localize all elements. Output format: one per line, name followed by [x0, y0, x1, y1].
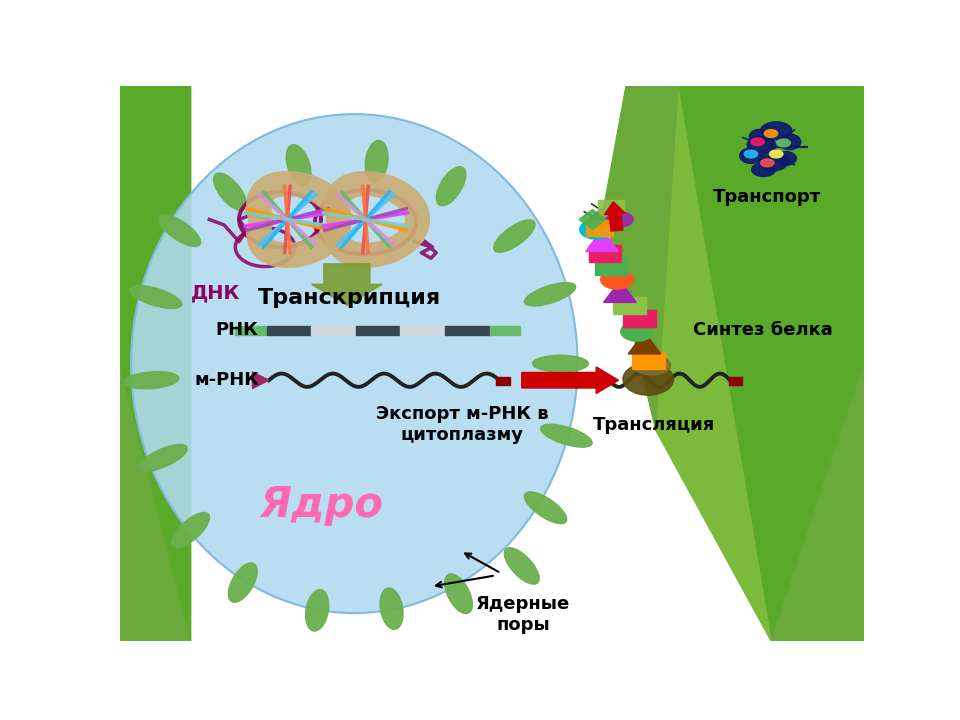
Ellipse shape — [751, 138, 764, 145]
Polygon shape — [120, 364, 191, 641]
Ellipse shape — [540, 424, 592, 447]
Text: м-РНК: м-РНК — [194, 372, 259, 390]
Bar — [445, 326, 490, 335]
Ellipse shape — [305, 590, 328, 631]
Ellipse shape — [770, 150, 783, 158]
Ellipse shape — [444, 574, 472, 613]
Ellipse shape — [132, 114, 578, 613]
Ellipse shape — [764, 130, 778, 138]
Ellipse shape — [139, 444, 187, 472]
Text: Трансляция: Трансляция — [593, 415, 715, 433]
Bar — [490, 326, 519, 335]
Polygon shape — [252, 372, 269, 389]
Ellipse shape — [533, 355, 588, 372]
Ellipse shape — [752, 163, 776, 176]
Text: Синтез белка: Синтез белка — [693, 321, 832, 339]
Ellipse shape — [776, 151, 796, 166]
Bar — [729, 377, 742, 384]
Polygon shape — [594, 258, 628, 275]
Bar — [356, 326, 400, 335]
Ellipse shape — [623, 363, 674, 395]
Ellipse shape — [214, 173, 247, 210]
Bar — [311, 326, 356, 335]
Polygon shape — [632, 352, 664, 369]
Ellipse shape — [286, 145, 311, 186]
FancyArrow shape — [605, 202, 625, 231]
Ellipse shape — [524, 492, 566, 523]
Ellipse shape — [758, 151, 788, 171]
Ellipse shape — [779, 134, 801, 150]
Text: Транскрипция: Транскрипция — [257, 288, 441, 308]
Text: РНК: РНК — [215, 321, 258, 339]
Ellipse shape — [228, 563, 257, 602]
Ellipse shape — [124, 372, 179, 389]
FancyArrow shape — [522, 367, 618, 394]
Ellipse shape — [504, 548, 540, 584]
Polygon shape — [656, 86, 771, 641]
Polygon shape — [613, 297, 646, 314]
Polygon shape — [588, 208, 615, 228]
Polygon shape — [604, 280, 636, 302]
Ellipse shape — [747, 136, 776, 153]
Ellipse shape — [172, 513, 209, 547]
Bar — [235, 326, 267, 335]
Text: ДНК: ДНК — [191, 283, 240, 302]
Polygon shape — [120, 86, 191, 641]
Polygon shape — [576, 372, 590, 389]
Ellipse shape — [380, 588, 403, 629]
Ellipse shape — [740, 148, 762, 163]
Ellipse shape — [744, 150, 757, 158]
Polygon shape — [579, 210, 606, 230]
Polygon shape — [628, 332, 660, 354]
Ellipse shape — [760, 159, 774, 167]
Ellipse shape — [750, 130, 770, 143]
Ellipse shape — [760, 122, 792, 140]
Ellipse shape — [366, 140, 388, 182]
Ellipse shape — [580, 220, 612, 239]
Polygon shape — [678, 86, 864, 641]
Polygon shape — [771, 364, 864, 641]
Ellipse shape — [437, 166, 466, 206]
Bar — [400, 326, 445, 335]
Bar — [267, 326, 311, 335]
Text: Транспорт: Транспорт — [713, 188, 822, 206]
Text: Ядерные
поры: Ядерные поры — [476, 595, 570, 634]
Ellipse shape — [777, 139, 790, 147]
Ellipse shape — [621, 322, 654, 341]
Ellipse shape — [493, 220, 535, 252]
FancyArrow shape — [312, 264, 382, 305]
Ellipse shape — [607, 212, 634, 227]
Polygon shape — [623, 310, 656, 327]
Bar — [496, 377, 510, 384]
Text: Ядро: Ядро — [259, 484, 383, 526]
Polygon shape — [598, 200, 624, 216]
Ellipse shape — [601, 269, 634, 289]
Polygon shape — [587, 220, 613, 235]
Text: Экспорт м-РНК в
цитоплазму: Экспорт м-РНК в цитоплазму — [376, 405, 548, 444]
Ellipse shape — [130, 286, 181, 308]
Polygon shape — [586, 230, 618, 251]
Ellipse shape — [158, 215, 201, 246]
Ellipse shape — [524, 283, 576, 306]
Ellipse shape — [634, 356, 670, 375]
Polygon shape — [588, 246, 621, 262]
Polygon shape — [604, 86, 678, 430]
